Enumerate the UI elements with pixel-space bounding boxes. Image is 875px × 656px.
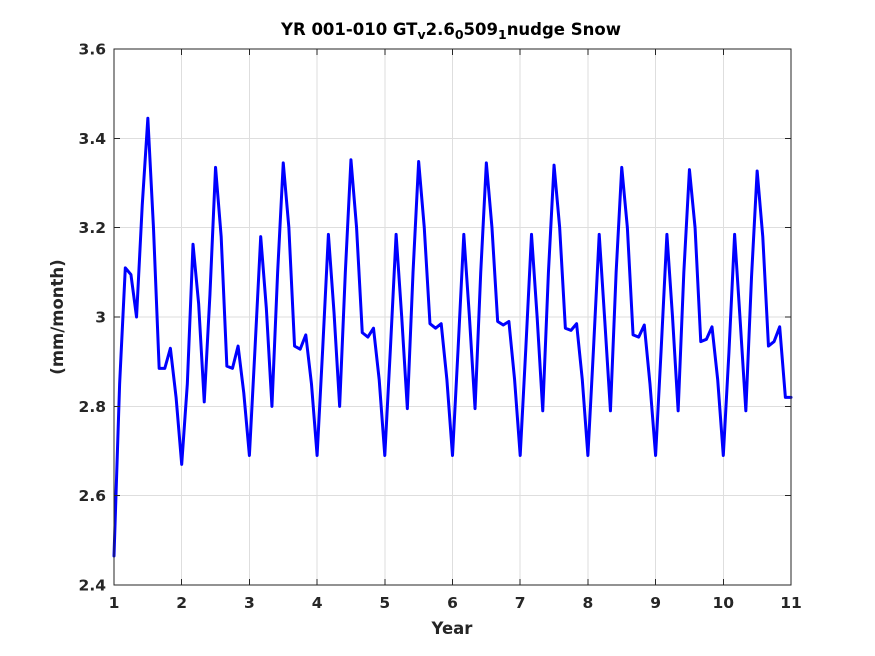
x-tick-label: 4 — [312, 594, 323, 612]
title-segment: YR 001-010 GT — [280, 20, 418, 39]
y-tick-label: 3 — [95, 309, 106, 327]
title-subscript: 0 — [455, 27, 464, 42]
series-line — [112, 116, 793, 558]
y-axis-ticks: 2.4 2.6 2.8 3 3.2 3.4 3.6 — [79, 41, 791, 595]
x-tick-label: 3 — [244, 594, 255, 612]
y-tick-label: 3.4 — [79, 130, 107, 148]
x-tick-label: 10 — [713, 594, 735, 612]
y-tick-label: 3.6 — [79, 41, 106, 59]
y-axis-label: (mm/month) — [48, 259, 67, 374]
y-tick-label: 3.2 — [79, 219, 106, 237]
x-tick-label: 9 — [650, 594, 661, 612]
x-tick-label: 7 — [515, 594, 526, 612]
title-segment: 2.6 — [426, 20, 455, 39]
y-tick-label: 2.4 — [79, 577, 107, 595]
x-tick-label: 6 — [447, 594, 458, 612]
title-segment: 509 — [464, 20, 498, 39]
y-tick-label: 2.8 — [79, 398, 106, 416]
x-tick-label: 11 — [780, 594, 802, 612]
title-segment: nudge Snow — [507, 20, 621, 39]
x-axis-label: Year — [431, 619, 474, 638]
title-subscript: v — [417, 27, 425, 42]
title-subscript: 1 — [498, 27, 507, 42]
plot-area — [112, 116, 793, 558]
x-axis-ticks: 1 2 3 4 5 6 7 8 9 10 11 — [109, 49, 802, 612]
x-tick-label: 5 — [379, 594, 390, 612]
x-tick-label: 1 — [109, 594, 120, 612]
x-tick-label: 2 — [176, 594, 187, 612]
y-tick-label: 2.6 — [79, 487, 106, 505]
x-tick-label: 8 — [583, 594, 594, 612]
chart-title: YR 001-010 GTv2.605091nudge Snow — [280, 20, 621, 42]
